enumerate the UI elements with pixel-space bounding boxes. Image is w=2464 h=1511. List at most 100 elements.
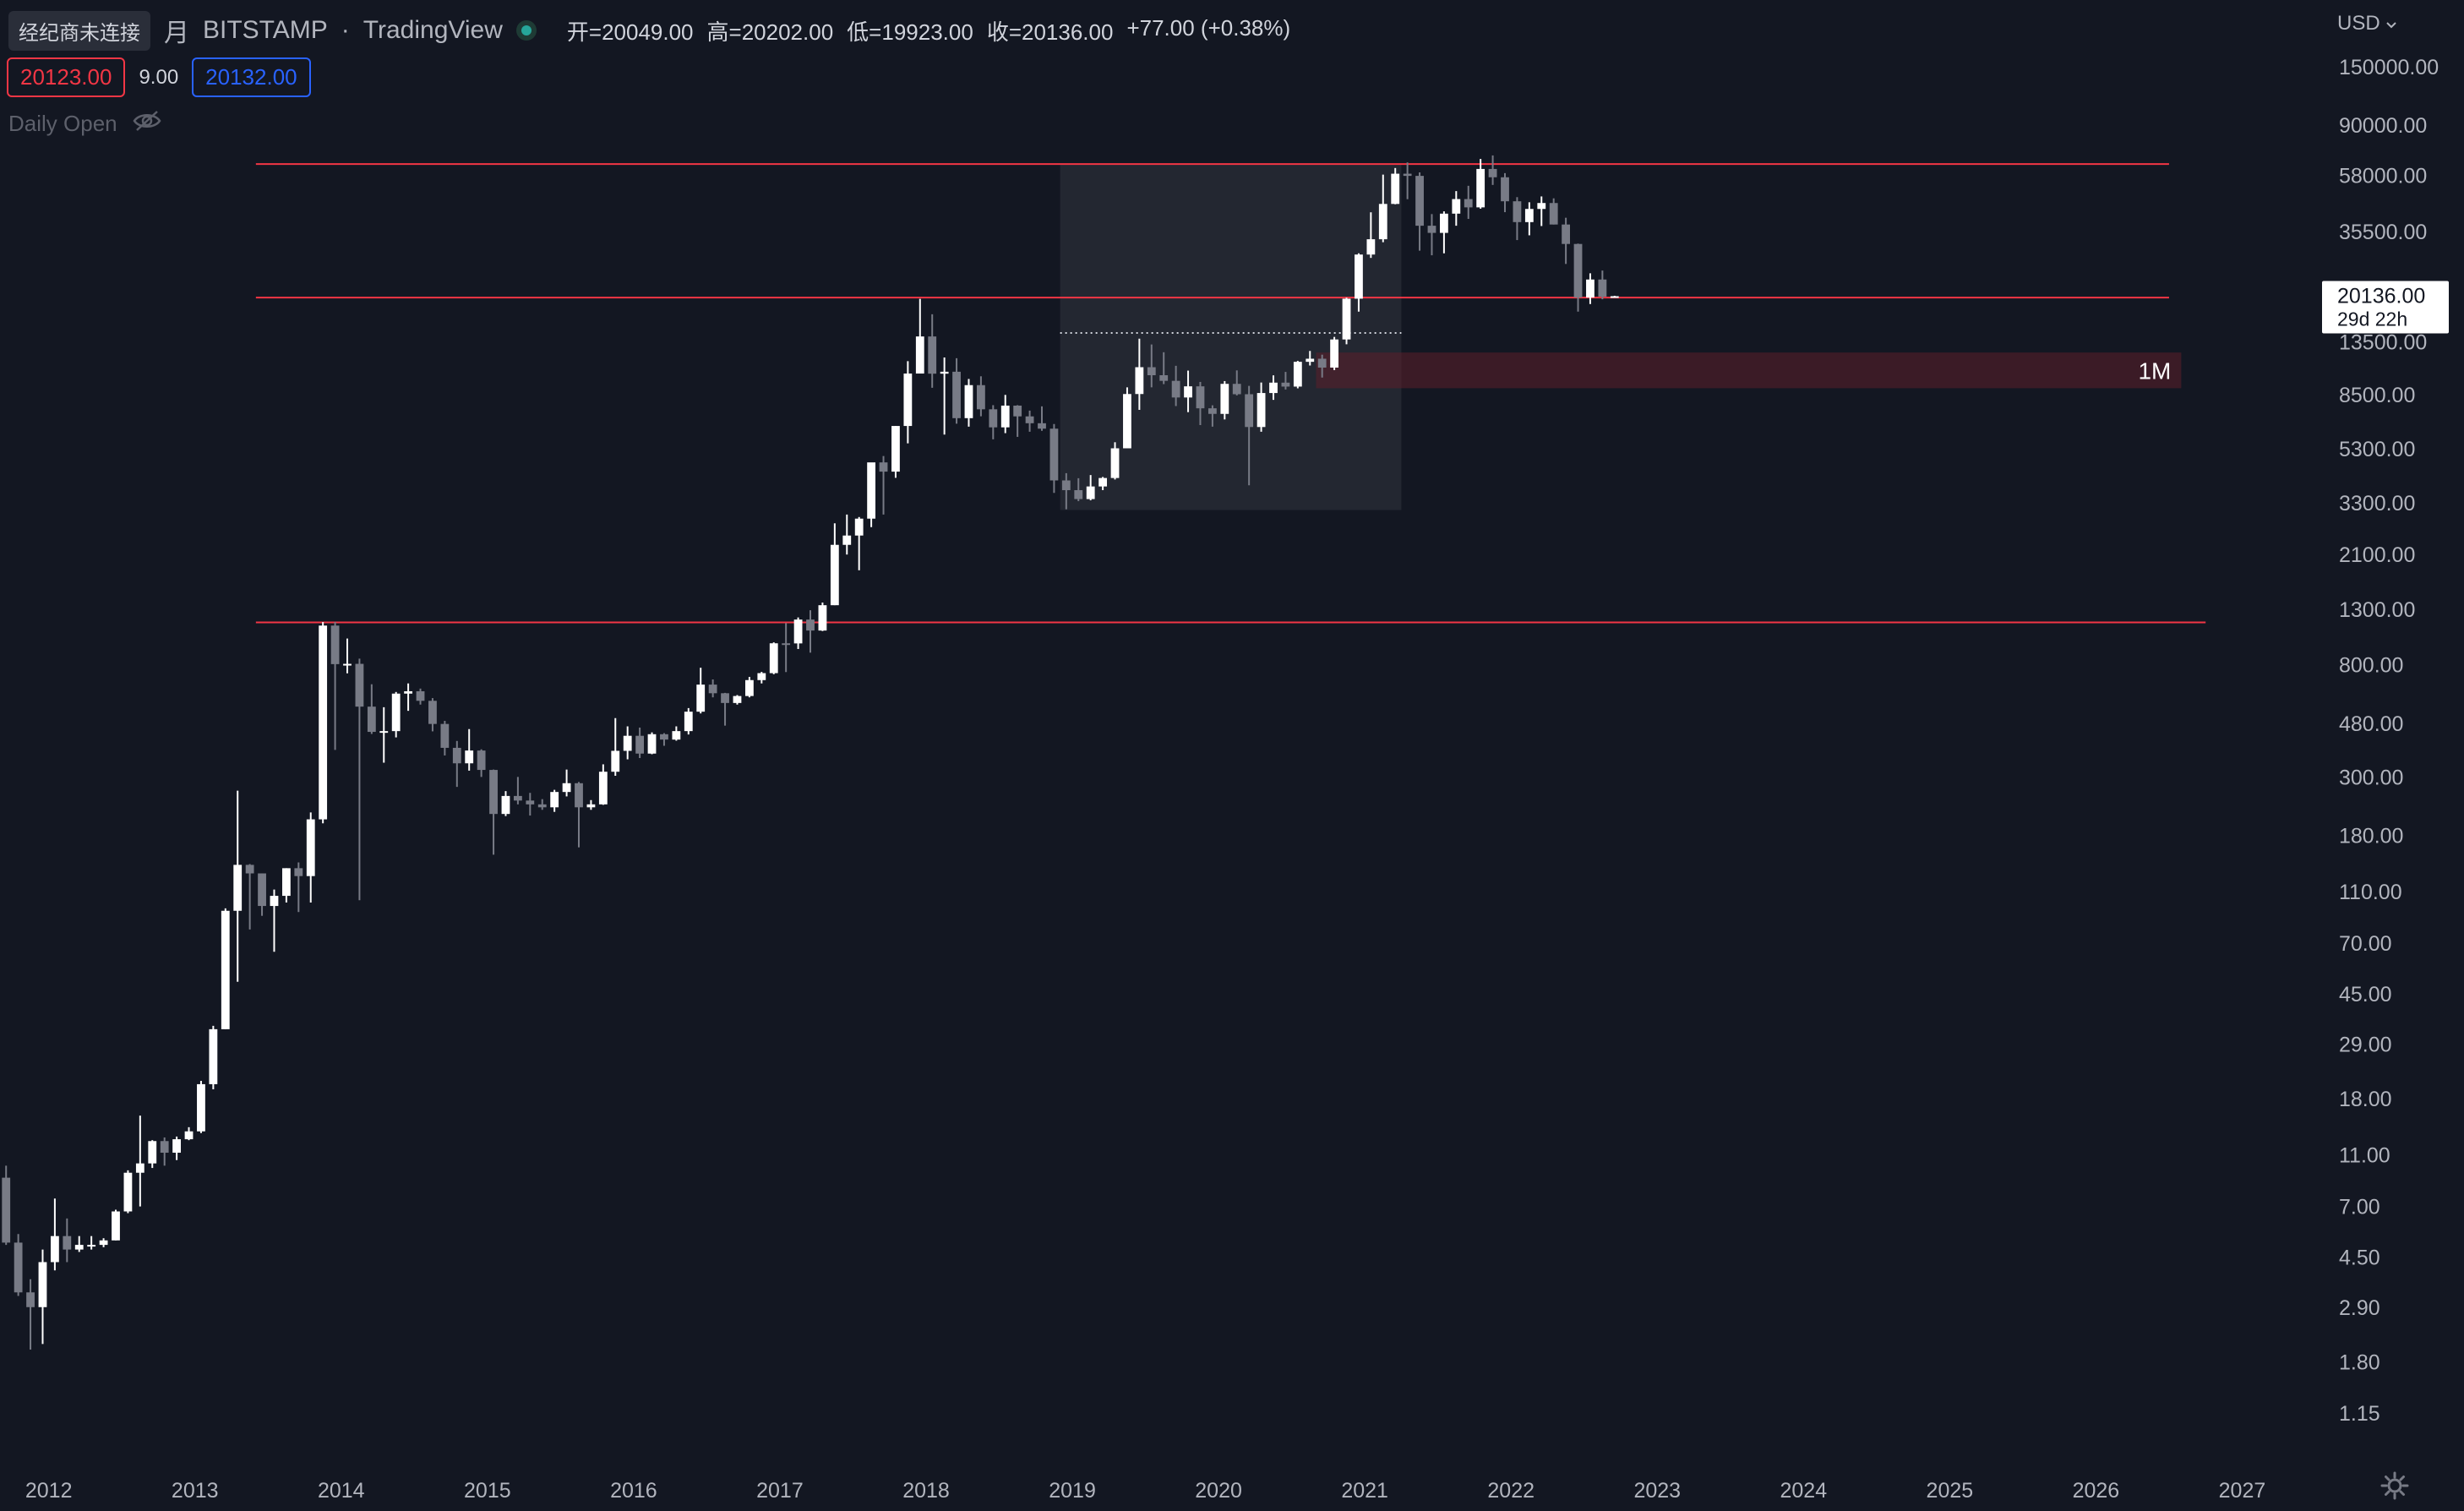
candle-2022-02[interactable] [1524,202,1534,236]
candle-2015-07[interactable] [562,769,571,797]
candle-2021-03[interactable] [1391,167,1400,205]
candle-2016-09[interactable] [733,695,742,705]
candle-2014-11[interactable] [465,728,474,771]
candle-2018-02[interactable] [940,357,949,435]
candle-2014-01[interactable] [343,638,352,674]
candle-2020-03[interactable] [1245,385,1254,486]
candle-2018-10[interactable] [1038,406,1046,431]
candle-2012-03[interactable] [74,1236,84,1252]
candle-2012-01[interactable] [50,1198,59,1271]
candle-2018-05[interactable] [976,376,985,417]
candle-2018-07[interactable] [1000,395,1010,434]
candle-2014-10[interactable] [452,740,461,788]
candle-2019-03[interactable] [1098,477,1108,490]
candle-2017-03[interactable] [806,610,815,653]
candle-2012-02[interactable] [63,1218,72,1263]
candle-2017-09[interactable] [879,455,888,515]
time-axis[interactable]: 2012 2013 2014 2015 2016 2017 2018 2019 2020 2021… [25,1479,2265,1503]
candle-2015-03[interactable] [513,777,522,805]
price-axis[interactable]: 150000.00 90000.00 58000.00 35500.00 13500.0… [2339,56,2439,1426]
candle-2018-01[interactable] [928,314,937,388]
candle-2019-05[interactable] [1123,387,1131,449]
candle-2012-04[interactable] [87,1236,96,1250]
candle-2021-12[interactable] [1501,172,1509,213]
candle-2017-06[interactable] [842,514,852,555]
candle-2021-08[interactable] [1452,191,1461,226]
candle-2021-02[interactable] [1378,174,1387,243]
candle-2017-02[interactable] [793,617,803,649]
candle-2018-04[interactable] [964,379,973,427]
candle-2012-10[interactable] [160,1137,169,1166]
candle-2017-10[interactable] [891,426,900,478]
candle-2019-08[interactable] [1159,352,1169,385]
candle-2019-12[interactable] [1207,405,1217,427]
candle-2013-09[interactable] [294,862,303,913]
candle-2019-01[interactable] [1074,477,1083,502]
candle-2018-03[interactable] [952,357,961,424]
candle-2014-07[interactable] [416,688,425,705]
candle-2017-05[interactable] [830,523,839,606]
candle-2021-11[interactable] [1488,155,1497,185]
candle-2015-12[interactable] [623,726,632,760]
candle-2020-05[interactable] [1269,375,1278,401]
candle-2021-04[interactable] [1403,162,1412,199]
candle-2020-04[interactable] [1257,382,1266,432]
candle-2011-09[interactable] [2,1165,11,1246]
candle-2022-05[interactable] [1562,217,1571,265]
candle-2018-09[interactable] [1025,410,1034,432]
candle-2019-07[interactable] [1147,344,1156,388]
candle-2014-03[interactable] [367,684,376,734]
interval-label[interactable]: 月 [164,19,189,47]
candle-2020-08[interactable] [1306,351,1315,366]
candle-2018-11[interactable] [1049,423,1059,494]
candle-2020-10[interactable] [1330,336,1339,370]
candle-2013-03[interactable] [221,908,230,1029]
candle-2016-12[interactable] [769,642,778,674]
candle-2013-08[interactable] [281,868,291,903]
candle-2014-08[interactable] [428,698,437,732]
eye-off-icon[interactable] [133,110,161,138]
candle-2015-08[interactable] [575,782,583,848]
candle-2013-05[interactable] [245,864,254,930]
candle-2014-05[interactable] [391,691,401,738]
candle-2018-06[interactable] [989,405,998,439]
candle-2012-09[interactable] [148,1140,157,1169]
candle-2013-11[interactable] [319,622,328,824]
candle-2013-07[interactable] [270,889,279,952]
candle-2012-08[interactable] [135,1116,144,1207]
candle-2012-12[interactable] [184,1126,194,1141]
broker-status-badge[interactable]: 经纪商未连接 [8,10,150,51]
candle-2020-07[interactable] [1293,361,1302,389]
candle-2017-08[interactable] [867,462,876,527]
candle-2013-04[interactable] [233,790,243,982]
candle-2016-04[interactable] [672,726,681,741]
candle-2016-03[interactable] [660,733,668,746]
market-status-icon[interactable] [515,20,537,41]
candle-2011-11[interactable] [26,1279,35,1350]
candle-2012-05[interactable] [99,1238,108,1247]
candle-2015-06[interactable] [550,789,559,812]
candle-2017-12[interactable] [915,298,924,374]
candle-2016-02[interactable] [647,732,657,755]
candle-2022-09[interactable] [1610,296,1619,298]
gear-icon[interactable] [2380,1470,2410,1501]
candle-2022-07[interactable] [1586,273,1595,304]
candle-2011-12[interactable] [38,1249,47,1345]
candle-2016-06[interactable] [696,668,706,714]
candle-2022-06[interactable] [1573,243,1583,312]
candle-2020-02[interactable] [1232,370,1241,395]
candle-2018-12[interactable] [1061,472,1071,510]
candle-2020-09[interactable] [1317,354,1327,378]
candle-2020-06[interactable] [1281,372,1290,390]
candle-2021-07[interactable] [1439,211,1448,254]
candle-2017-01[interactable] [782,623,791,673]
candle-2014-12[interactable] [477,749,486,777]
candle-2016-11[interactable] [757,672,766,684]
candle-2013-12[interactable] [330,622,340,750]
candle-2016-07[interactable] [708,679,717,698]
candle-2021-01[interactable] [1366,212,1376,259]
candle-2020-01[interactable] [1220,380,1229,420]
candle-2019-02[interactable] [1086,475,1095,501]
candle-2013-06[interactable] [258,873,266,916]
